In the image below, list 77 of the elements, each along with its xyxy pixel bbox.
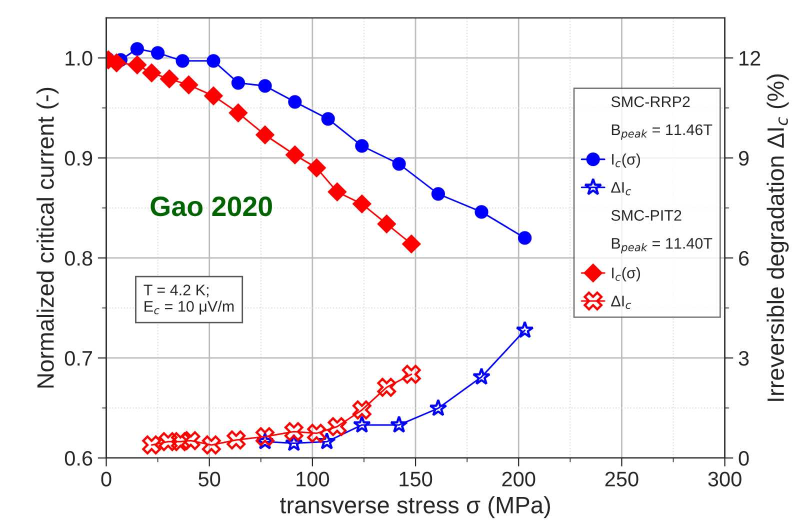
point (176, 54, 190, 68)
point (355, 139, 369, 153)
point (429, 398, 448, 416)
y-axis-title: Normalized critical current (-) (36, 88, 59, 388)
point (474, 205, 488, 219)
point (142, 64, 162, 82)
legend-label: ΔI$_{c}$ (611, 296, 632, 309)
point (352, 194, 372, 214)
point (284, 434, 303, 452)
point (160, 70, 179, 88)
point (472, 368, 491, 385)
x-tick-label: 100 (296, 472, 330, 486)
point (181, 431, 200, 450)
x-tick-label: 50 (198, 472, 220, 486)
annotation: SMC-PIT2 (611, 210, 682, 221)
point (286, 146, 304, 164)
x-tick-label: 150 (400, 472, 432, 486)
point (228, 104, 248, 122)
y2-tick-label: 6 (739, 250, 749, 266)
point (151, 46, 165, 60)
y2-tick-label: 0 (738, 450, 749, 466)
point (516, 320, 534, 338)
annotation: T = 4.2 K; E$_{c}$ = 10 μV/m (144, 284, 234, 315)
point (171, 432, 190, 452)
y-tick-label: 1.0 (66, 50, 92, 66)
point (402, 364, 421, 384)
y2-tick-label: 3 (738, 350, 749, 366)
x-tick-label: 300 (708, 472, 742, 486)
point (307, 158, 326, 178)
y2-tick-label: 12 (740, 50, 760, 66)
point (392, 157, 406, 171)
x-axis-title: transverse stress σ (MPa) (280, 496, 550, 518)
point (158, 432, 178, 452)
point (179, 76, 198, 94)
point (256, 126, 274, 144)
point (328, 182, 347, 202)
point (288, 95, 302, 109)
point (130, 42, 144, 56)
annotation: Gao 2020 (150, 196, 272, 216)
point (390, 416, 408, 433)
point (226, 430, 246, 450)
annotation: B$_{peak}$ = 11.46T (612, 124, 712, 140)
y-tick-label: 0.8 (64, 250, 92, 266)
y-tick-label: 0.9 (64, 150, 92, 166)
point (256, 427, 274, 446)
y-tick-label: 0.6 (64, 450, 92, 466)
legend-label: ΔI$_{c}$ (611, 182, 632, 196)
y2-axis-title: Irreversible degradation ΔI$_{c}$ (%) (766, 74, 789, 401)
point (231, 76, 246, 90)
point (402, 234, 421, 254)
point (321, 112, 335, 126)
x-tick-label: 0 (101, 472, 112, 486)
point (431, 187, 446, 201)
legend-label: I$_{c}$(σ) (612, 267, 640, 282)
point (284, 422, 304, 442)
point (377, 378, 396, 397)
point (202, 436, 221, 454)
point (377, 214, 396, 234)
point (518, 231, 532, 245)
point (352, 416, 371, 433)
point (352, 400, 372, 420)
annotation: SMC-RRP2 (611, 96, 690, 108)
y-tick-label: 0.7 (64, 350, 92, 366)
x-tick-label: 200 (502, 472, 536, 486)
point (142, 436, 162, 454)
point (307, 424, 326, 443)
x-tick-label: 250 (605, 472, 638, 486)
point (256, 432, 274, 450)
point (128, 56, 147, 74)
annotation: B$_{peak}$ = 11.40T (612, 238, 712, 254)
point (204, 86, 223, 106)
y2-tick-label: 9 (738, 150, 749, 166)
point (328, 417, 347, 436)
legend-label: I$_{c}$(σ) (612, 154, 640, 168)
point (318, 432, 336, 450)
point (258, 79, 272, 93)
point (206, 54, 220, 68)
